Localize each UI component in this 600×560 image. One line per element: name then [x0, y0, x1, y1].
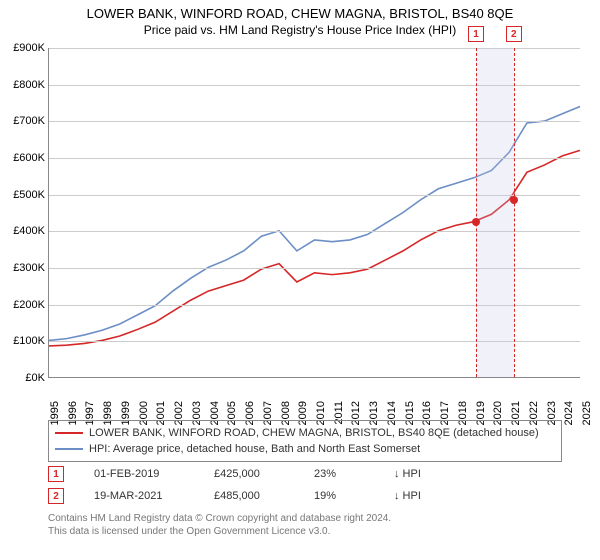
ytick-label: £200K: [1, 299, 45, 311]
legend-swatch-hpi: [55, 448, 83, 450]
figure-container: LOWER BANK, WINFORD ROAD, CHEW MAGNA, BR…: [0, 0, 600, 560]
sale-row-1: 1 01-FEB-2019 £425,000 23% ↓ HPI: [48, 466, 568, 482]
ytick-label: £300K: [1, 262, 45, 274]
footer-text: Contains HM Land Registry data © Crown c…: [48, 512, 391, 538]
sale-date-1: 01-FEB-2019: [94, 468, 184, 480]
ytick-label: £0K: [1, 372, 45, 384]
ytick-label: £600K: [1, 152, 45, 164]
marker-dot: [472, 218, 480, 226]
legend-label-price-paid: LOWER BANK, WINFORD ROAD, CHEW MAGNA, BR…: [89, 425, 539, 441]
marker-badge: 1: [468, 26, 484, 42]
sale-pct-2: 19%: [314, 490, 364, 502]
legend-item-price-paid: LOWER BANK, WINFORD ROAD, CHEW MAGNA, BR…: [55, 425, 555, 441]
sale-date-2: 19-MAR-2021: [94, 490, 184, 502]
ytick-label: £700K: [1, 115, 45, 127]
legend-box: LOWER BANK, WINFORD ROAD, CHEW MAGNA, BR…: [48, 420, 562, 462]
ytick-label: £400K: [1, 225, 45, 237]
marker-badge: 2: [506, 26, 522, 42]
ytick-label: £500K: [1, 189, 45, 201]
ytick-label: £100K: [1, 335, 45, 347]
sale-pct-1: 23%: [314, 468, 364, 480]
sale-badge-1: 1: [48, 466, 64, 482]
legend-item-hpi: HPI: Average price, detached house, Bath…: [55, 441, 555, 457]
chart-title: LOWER BANK, WINFORD ROAD, CHEW MAGNA, BR…: [0, 0, 600, 21]
sale-row-2: 2 19-MAR-2021 £485,000 19% ↓ HPI: [48, 488, 568, 504]
legend-label-hpi: HPI: Average price, detached house, Bath…: [89, 441, 420, 457]
highlight-band: [476, 48, 514, 377]
sale-price-2: £485,000: [214, 490, 284, 502]
chart-area: £0K£100K£200K£300K£400K£500K£600K£700K£8…: [48, 48, 580, 378]
xtick-label: 2024: [563, 401, 575, 425]
ytick-label: £900K: [1, 42, 45, 54]
sale-note-1: ↓ HPI: [394, 468, 421, 480]
footer-line-1: Contains HM Land Registry data © Crown c…: [48, 512, 391, 525]
sale-price-1: £425,000: [214, 468, 284, 480]
marker-vline: [476, 48, 477, 377]
marker-vline: [514, 48, 515, 377]
sale-note-2: ↓ HPI: [394, 490, 421, 502]
marker-dot: [510, 196, 518, 204]
footer-line-2: This data is licensed under the Open Gov…: [48, 525, 391, 538]
ytick-label: £800K: [1, 79, 45, 91]
sale-badge-2: 2: [48, 488, 64, 504]
xtick-label: 2025: [581, 401, 593, 425]
legend-swatch-price-paid: [55, 432, 83, 434]
